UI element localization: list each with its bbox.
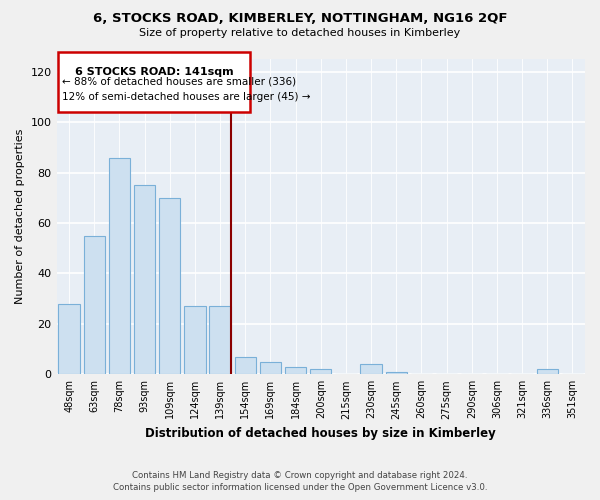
Bar [83,236,105,374]
Bar [58,52,250,112]
Text: 6 STOCKS ROAD: 141sqm: 6 STOCKS ROAD: 141sqm [75,67,233,77]
Text: ← 88% of detached houses are smaller (336): ← 88% of detached houses are smaller (33… [62,77,296,87]
Text: Contains HM Land Registry data © Crown copyright and database right 2024.
Contai: Contains HM Land Registry data © Crown c… [113,471,487,492]
Bar [536,370,558,374]
Bar [184,306,206,374]
Bar [109,158,130,374]
Text: Size of property relative to detached houses in Kimberley: Size of property relative to detached ho… [139,28,461,38]
Text: 6, STOCKS ROAD, KIMBERLEY, NOTTINGHAM, NG16 2QF: 6, STOCKS ROAD, KIMBERLEY, NOTTINGHAM, N… [93,12,507,26]
Bar [235,356,256,374]
Bar [386,372,407,374]
Bar [310,370,331,374]
Bar [285,366,307,374]
Bar [361,364,382,374]
Bar [58,304,80,374]
Bar [260,362,281,374]
Bar [134,186,155,374]
Y-axis label: Number of detached properties: Number of detached properties [15,129,25,304]
X-axis label: Distribution of detached houses by size in Kimberley: Distribution of detached houses by size … [145,427,496,440]
Bar [159,198,181,374]
Text: 12% of semi-detached houses are larger (45) →: 12% of semi-detached houses are larger (… [62,92,310,102]
Bar [209,306,231,374]
